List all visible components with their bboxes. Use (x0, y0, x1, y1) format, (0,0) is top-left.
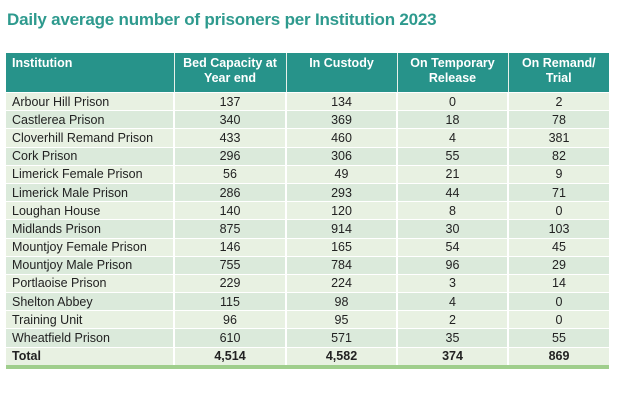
cell-temporary-release: 8 (397, 201, 509, 220)
table-row: Limerick Female Prison 56 49 21 9 (6, 164, 609, 184)
cell-institution: Mountjoy Female Prison (6, 237, 175, 257)
cell-temporary-release: 4 (397, 128, 509, 148)
cell-bed-capacity: 115 (174, 292, 287, 311)
total-bed-capacity: 4,514 (174, 346, 287, 369)
total-row: Total 4,514 4,582 374 869 (6, 346, 609, 369)
cell-remand-trial: 103 (508, 219, 609, 238)
cell-remand-trial: 45 (508, 237, 609, 257)
cell-in-custody: 224 (286, 273, 398, 293)
cell-temporary-release: 96 (397, 255, 509, 275)
cell-in-custody: 293 (286, 182, 398, 202)
cell-institution: Castlerea Prison (6, 110, 175, 129)
cell-bed-capacity: 340 (174, 110, 287, 129)
total-institution: Total (6, 346, 175, 369)
header-in-custody: In Custody (286, 53, 398, 93)
cell-in-custody: 460 (286, 128, 398, 148)
header-bed-capacity: Bed Capacity at Year end (174, 53, 287, 93)
cell-in-custody: 49 (286, 164, 398, 184)
cell-institution: Shelton Abbey (6, 292, 175, 311)
cell-in-custody: 784 (286, 255, 398, 275)
header-remand-trial: On Remand/ Trial (508, 53, 609, 93)
cell-remand-trial: 14 (508, 273, 609, 293)
cell-temporary-release: 55 (397, 146, 509, 166)
table-row: Cloverhill Remand Prison 433 460 4 381 (6, 128, 609, 148)
table-row: Mountjoy Male Prison 755 784 96 29 (6, 255, 609, 275)
cell-institution: Cork Prison (6, 146, 175, 166)
cell-institution: Training Unit (6, 310, 175, 329)
table-row: Loughan House 140 120 8 0 (6, 201, 609, 220)
cell-institution: Limerick Male Prison (6, 182, 175, 202)
cell-bed-capacity: 229 (174, 273, 287, 293)
header-temporary-release: On Temporary Release (397, 53, 509, 93)
table-row: Training Unit 96 95 2 0 (6, 310, 609, 329)
cell-temporary-release: 44 (397, 182, 509, 202)
cell-remand-trial: 0 (508, 201, 609, 220)
cell-temporary-release: 30 (397, 219, 509, 238)
table-row: Mountjoy Female Prison 146 165 54 45 (6, 237, 609, 257)
cell-in-custody: 369 (286, 110, 398, 129)
total-temporary-release: 374 (397, 346, 509, 369)
cell-bed-capacity: 755 (174, 255, 287, 275)
cell-temporary-release: 3 (397, 273, 509, 293)
cell-institution: Cloverhill Remand Prison (6, 128, 175, 148)
cell-bed-capacity: 296 (174, 146, 287, 166)
table-row: Portlaoise Prison 229 224 3 14 (6, 273, 609, 293)
cell-in-custody: 134 (286, 91, 398, 111)
cell-bed-capacity: 875 (174, 219, 287, 238)
cell-bed-capacity: 137 (174, 91, 287, 111)
cell-remand-trial: 71 (508, 182, 609, 202)
cell-institution: Loughan House (6, 201, 175, 220)
cell-remand-trial: 381 (508, 128, 609, 148)
cell-temporary-release: 2 (397, 310, 509, 329)
cell-institution: Limerick Female Prison (6, 164, 175, 184)
table-row: Midlands Prison 875 914 30 103 (6, 219, 609, 238)
cell-temporary-release: 54 (397, 237, 509, 257)
cell-in-custody: 571 (286, 328, 398, 348)
cell-remand-trial: 78 (508, 110, 609, 129)
cell-in-custody: 165 (286, 237, 398, 257)
total-in-custody: 4,582 (286, 346, 398, 369)
cell-remand-trial: 0 (508, 292, 609, 311)
cell-temporary-release: 4 (397, 292, 509, 311)
cell-in-custody: 914 (286, 219, 398, 238)
table-row: Wheatfield Prison 610 571 35 55 (6, 328, 609, 348)
table-row: Cork Prison 296 306 55 82 (6, 146, 609, 166)
cell-bed-capacity: 610 (174, 328, 287, 348)
header-institution: Institution (6, 53, 175, 93)
page-title: Daily average number of prisoners per In… (7, 10, 437, 29)
cell-institution: Mountjoy Male Prison (6, 255, 175, 275)
header-row: Institution Bed Capacity at Year end In … (6, 53, 609, 93)
cell-bed-capacity: 96 (174, 310, 287, 329)
cell-temporary-release: 35 (397, 328, 509, 348)
cell-remand-trial: 55 (508, 328, 609, 348)
table-row: Shelton Abbey 115 98 4 0 (6, 292, 609, 311)
cell-remand-trial: 2 (508, 91, 609, 111)
cell-remand-trial: 9 (508, 164, 609, 184)
table-row: Castlerea Prison 340 369 18 78 (6, 110, 609, 129)
cell-remand-trial: 82 (508, 146, 609, 166)
cell-temporary-release: 21 (397, 164, 509, 184)
cell-bed-capacity: 146 (174, 237, 287, 257)
table-row: Limerick Male Prison 286 293 44 71 (6, 182, 609, 202)
cell-institution: Midlands Prison (6, 219, 175, 238)
cell-institution: Wheatfield Prison (6, 328, 175, 348)
cell-bed-capacity: 56 (174, 164, 287, 184)
cell-institution: Portlaoise Prison (6, 273, 175, 293)
cell-remand-trial: 0 (508, 310, 609, 329)
cell-in-custody: 98 (286, 292, 398, 311)
cell-in-custody: 120 (286, 201, 398, 220)
cell-bed-capacity: 433 (174, 128, 287, 148)
cell-temporary-release: 0 (397, 91, 509, 111)
cell-bed-capacity: 286 (174, 182, 287, 202)
cell-institution: Arbour Hill Prison (6, 91, 175, 111)
cell-in-custody: 95 (286, 310, 398, 329)
cell-in-custody: 306 (286, 146, 398, 166)
cell-bed-capacity: 140 (174, 201, 287, 220)
table-row: Arbour Hill Prison 137 134 0 2 (6, 91, 609, 111)
cell-temporary-release: 18 (397, 110, 509, 129)
total-remand-trial: 869 (508, 346, 609, 369)
prisoners-table: Institution Bed Capacity at Year end In … (6, 53, 609, 369)
cell-remand-trial: 29 (508, 255, 609, 275)
